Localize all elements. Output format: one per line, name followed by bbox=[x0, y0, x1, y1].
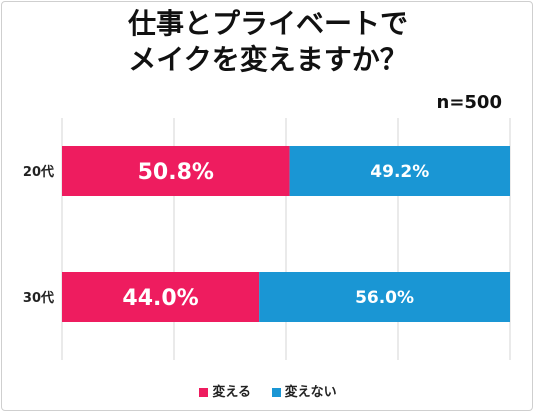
bar-0-1 bbox=[289, 146, 510, 196]
sample-size-label: n=500 bbox=[436, 92, 502, 113]
chart-title: 仕事とプライベートで メイクを変えますか？ bbox=[0, 6, 536, 78]
legend-item-no-change: 変えない bbox=[271, 381, 337, 400]
bar-1-0 bbox=[62, 272, 260, 322]
legend-item-change: 変える bbox=[199, 381, 251, 400]
data-label-1-1: 56.0% bbox=[355, 288, 414, 308]
data-label-1-0: 44.0% bbox=[122, 286, 198, 311]
bar-1-1 bbox=[259, 272, 510, 322]
title-line-1: 仕事とプライベートで bbox=[127, 7, 408, 40]
title-line-2: メイクを変えますか？ bbox=[128, 43, 408, 76]
legend-swatch-no-change bbox=[271, 388, 281, 397]
bar-0-0 bbox=[62, 146, 290, 196]
data-label-0-1: 49.2% bbox=[370, 162, 429, 182]
category-label-0: 20代 bbox=[23, 164, 54, 180]
legend-label-change: 変える bbox=[212, 385, 252, 400]
legend-label-no-change: 変えない bbox=[284, 385, 337, 400]
data-label-0-0: 50.8% bbox=[138, 160, 214, 185]
legend: 変える 変えない bbox=[0, 381, 536, 400]
legend-swatch-change bbox=[199, 388, 209, 397]
category-label-1: 30代 bbox=[23, 290, 54, 306]
